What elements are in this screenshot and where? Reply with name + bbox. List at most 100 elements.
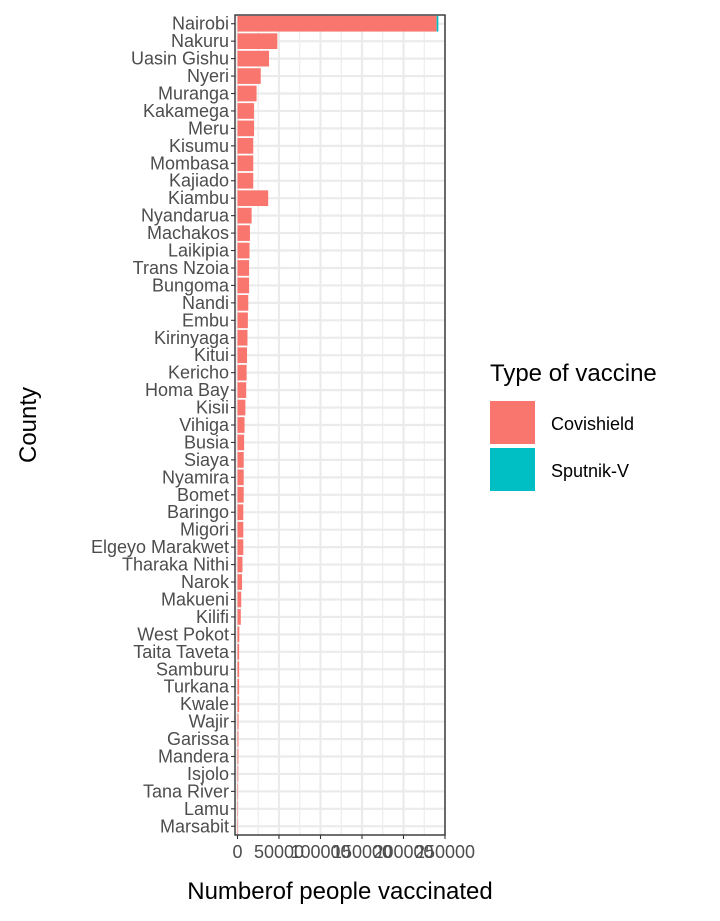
y-tick-label: Kwale	[180, 694, 229, 714]
bar-covishield-kakamega	[237, 103, 255, 119]
x-tick-label: 50000	[254, 842, 304, 862]
bar-covishield-tharaka-nithi	[237, 556, 243, 573]
bar-covishield-mandera	[237, 748, 239, 765]
bar-covishield-meru	[237, 120, 255, 137]
bar-covishield-bungoma	[237, 277, 250, 294]
y-tick-label: Bungoma	[152, 275, 230, 295]
x-tick-label: 150000	[332, 842, 392, 862]
y-tick-label: Muranga	[158, 84, 230, 104]
y-tick-label: Siaya	[184, 450, 230, 470]
legend-key-covishield	[490, 401, 535, 444]
bar-covishield-nyandarua	[237, 207, 252, 224]
bar-covishield-embu	[237, 312, 248, 329]
bar-covishield-nakuru	[237, 33, 278, 50]
y-tick-label: Kericho	[168, 363, 229, 383]
bar-covishield-isjolo	[237, 766, 239, 782]
bar-covishield-laikipia	[237, 242, 250, 259]
y-tick-label: Nyamira	[162, 467, 230, 487]
bar-covishield-vihiga	[237, 417, 245, 433]
bar-covishield-trans-nzoia	[237, 260, 250, 276]
y-tick-label: Kakamega	[143, 101, 230, 121]
bar-covishield-kirinyaga	[237, 329, 248, 346]
y-tick-label: Kiambu	[168, 188, 229, 208]
bars	[237, 15, 439, 835]
bar-covishield-narok	[237, 574, 243, 590]
y-tick-label: Trans Nzoia	[133, 258, 230, 278]
bar-covishield-baringo	[237, 504, 244, 521]
y-tick-label: Kirinyaga	[154, 328, 230, 348]
y-tick-label: Busia	[184, 432, 230, 452]
bar-covishield-kwale	[237, 696, 240, 712]
y-tick-label: Turkana	[164, 677, 230, 697]
y-tick-label: Marsabit	[160, 816, 229, 836]
y-tick-label: Mandera	[158, 746, 230, 766]
legend-key-sputnik-v	[490, 448, 535, 491]
bar-covishield-kiambu	[237, 190, 269, 207]
bar-covishield-muranga	[237, 85, 257, 102]
bar-covishield-busia	[237, 434, 245, 451]
bar-covishield-kisumu	[237, 138, 254, 154]
bar-covishield-kajiado	[237, 172, 254, 189]
x-tick-label: 200000	[373, 842, 433, 862]
bar-covishield-samburu	[237, 661, 240, 678]
bar-covishield-west-pokot	[237, 626, 240, 643]
y-tick-label: Embu	[182, 310, 229, 330]
bar-covishield-siaya	[237, 452, 244, 468]
legend-title: Type of vaccine	[490, 360, 657, 387]
y-tick-label: Narok	[181, 572, 230, 592]
bar-covishield-turkana	[237, 678, 240, 695]
y-tick-label: Laikipia	[168, 241, 230, 261]
y-tick-label: Vihiga	[179, 415, 230, 435]
bar-covishield-nandi	[237, 295, 249, 311]
bar-covishield-kericho	[237, 364, 247, 381]
bar-covishield-kisii	[237, 399, 246, 416]
y-tick-label: Elgeyo Marakwet	[91, 537, 229, 557]
y-tick-label: Nyandarua	[141, 206, 230, 226]
x-tick-label: 100000	[290, 842, 350, 862]
x-axis-title: Numberof people vaccinated	[187, 878, 493, 905]
bar-covishield-migori	[237, 521, 244, 538]
y-tick-label: Kajiado	[169, 171, 229, 191]
bar-covishield-machakos	[237, 225, 250, 241]
bar-covishield-homa-bay	[237, 382, 247, 398]
bar-covishield-elgeyo-marakwet	[237, 539, 244, 555]
bar-covishield-mombasa	[237, 155, 254, 172]
legend-label-covishield: Covishield	[551, 414, 634, 434]
bar-covishield-kilifi	[237, 609, 241, 625]
bar-covishield-nairobi	[237, 15, 437, 32]
bar-covishield-taita-taveta	[237, 643, 240, 660]
y-tick-label: Kisii	[196, 398, 229, 418]
bar-covishield-lamu	[237, 800, 238, 817]
y-tick-label: Kisumu	[169, 136, 229, 156]
y-tick-label: Tharaka Nithi	[122, 555, 229, 575]
bar-covishield-kitui	[237, 347, 248, 364]
y-tick-label: Garissa	[167, 729, 230, 749]
y-tick-label: Makueni	[161, 589, 229, 609]
y-tick-label: Baringo	[167, 502, 229, 522]
y-tick-label: Samburu	[156, 659, 229, 679]
y-tick-label: Lamu	[184, 799, 229, 819]
y-tick-label: Taita Taveta	[133, 642, 230, 662]
y-tick-label: Machakos	[147, 223, 229, 243]
bar-covishield-uasin-gishu	[237, 50, 270, 67]
bar-covishield-bomet	[237, 486, 244, 503]
bar-covishield-tana-river	[237, 783, 239, 800]
x-tick-label: 0	[232, 842, 242, 862]
bar-covishield-wajir	[237, 713, 239, 730]
y-tick-label: Bomet	[177, 485, 229, 505]
y-tick-label: Mombasa	[150, 153, 230, 173]
y-axis-title: County	[15, 387, 42, 463]
bar-covishield-nyeri	[237, 68, 261, 84]
y-tick-label: Nairobi	[172, 14, 229, 34]
bar-covishield-makueni	[237, 591, 242, 608]
y-tick-label: Wajir	[189, 712, 229, 732]
y-tick-label: Nakuru	[171, 31, 229, 51]
bar-covishield-marsabit	[237, 818, 238, 835]
y-tick-label: Nandi	[182, 293, 229, 313]
y-tick-label: Meru	[188, 118, 229, 138]
y-tick-label: Kilifi	[196, 607, 229, 627]
y-tick-label: Tana River	[143, 781, 229, 801]
